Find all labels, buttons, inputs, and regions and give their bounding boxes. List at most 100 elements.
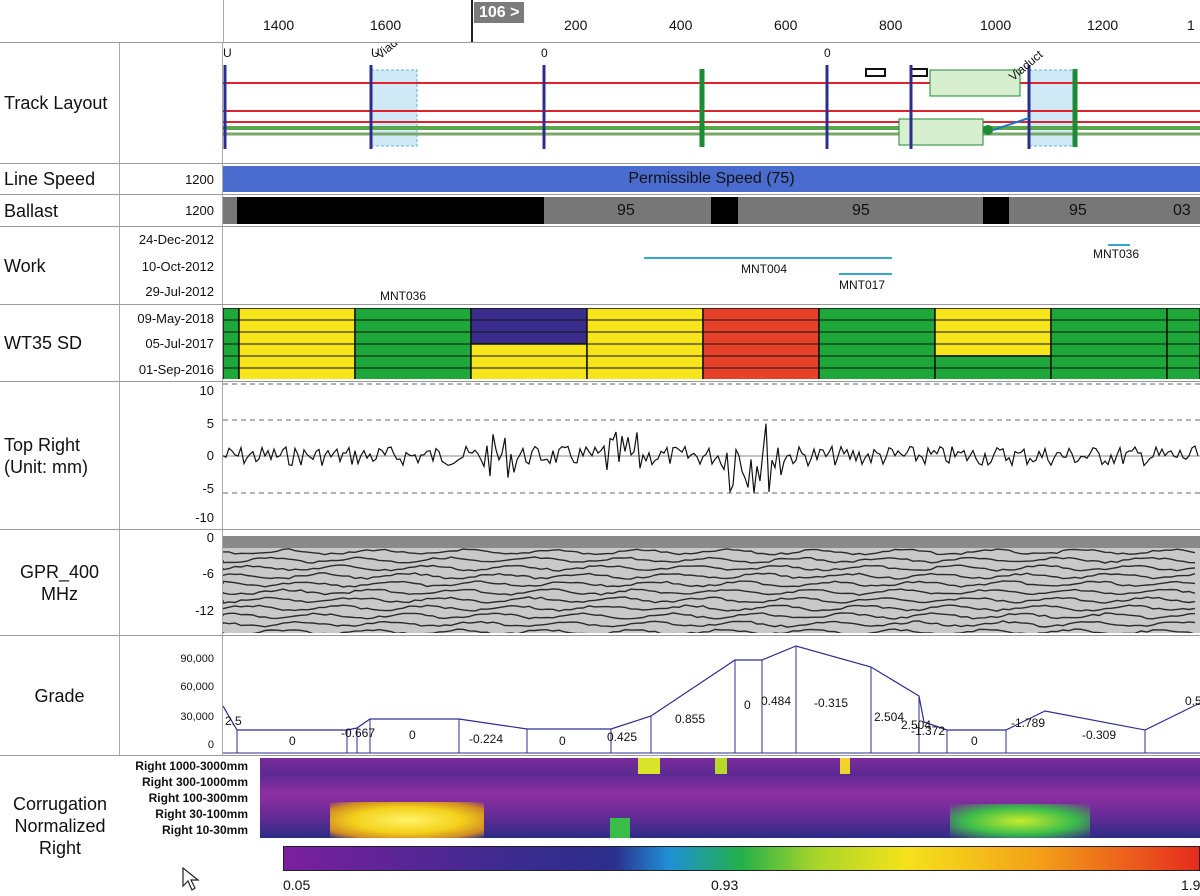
grade-value: -1.372 — [911, 724, 946, 738]
row-scale: 24-Dec-2012 10-Oct-2012 29-Jul-2012 — [120, 227, 223, 304]
work-row: Work 24-Dec-2012 10-Oct-2012 29-Jul-2012… — [0, 227, 1200, 305]
colorbar — [283, 846, 1200, 871]
date-label: 05-Jul-2017 — [145, 336, 214, 351]
wt35-plot[interactable] — [223, 308, 1200, 379]
structure-label: U — [371, 46, 380, 60]
work-bar[interactable] — [1108, 244, 1130, 246]
grade-value: 0.484 — [761, 694, 792, 708]
heat-spot — [610, 818, 630, 838]
ballast-plot[interactable]: 95 95 95 03 — [223, 197, 1200, 224]
ballast-value: 03 — [1173, 202, 1191, 219]
grade-value: 0.5 — [1185, 694, 1200, 708]
row-scale: 90,000 60,000 30,000 0 — [120, 636, 223, 755]
work-plot[interactable]: MNT004 MNT017 MNT036 MNT036 — [223, 227, 1200, 304]
track-layout-plot[interactable]: U U 0 0 Viaduct Viaduct — [223, 43, 1200, 163]
work-label[interactable]: MNT036 — [1093, 247, 1140, 261]
grade-value: 2.5 — [225, 714, 242, 728]
grade-value: 0 — [289, 734, 296, 748]
row-label: Work — [0, 227, 120, 304]
work-label[interactable]: MNT017 — [839, 278, 886, 292]
ruler-tick: 200 — [564, 17, 588, 33]
gpr-reflection — [223, 588, 1196, 596]
ballast-segment — [711, 197, 738, 224]
axis-tick: 10 — [199, 383, 214, 398]
axis-tick: 0 — [206, 530, 214, 545]
gpr-reflection — [223, 596, 1196, 604]
structure-label: 0 — [824, 46, 831, 60]
row-scale: 10 5 0 -5 -10 — [120, 382, 223, 529]
corrugation-row: Corrugation Normalized Right Right 1000-… — [0, 756, 1200, 896]
axis-tick: -6 — [202, 566, 214, 581]
axis-tick: 0 — [207, 739, 214, 751]
grade-value: -0.309 — [1082, 728, 1117, 742]
heat-spot — [638, 758, 660, 774]
row-label: Ballast — [0, 195, 120, 226]
ruler-tick: 400 — [669, 17, 693, 33]
row-scale: 0 -6 -12 — [120, 530, 223, 635]
row-scale — [120, 43, 223, 163]
heat-spot — [715, 758, 727, 774]
gpr-plot[interactable] — [223, 536, 1200, 633]
grade-value: 2.504 — [901, 718, 932, 732]
gpr-reflection — [223, 628, 1194, 633]
distance-ruler[interactable]: 1400 1600 200 400 600 800 1000 1200 1 10… — [0, 0, 1200, 43]
speed-bar[interactable]: Permissible Speed (75) — [223, 166, 1200, 192]
grade-plot[interactable]: 2.5 0 -0.667 0 -0.224 0 0.425 0.855 0 0.… — [223, 636, 1200, 755]
grade-value: 2.504 — [874, 710, 905, 724]
corrugation-heatmap[interactable] — [260, 758, 1200, 838]
gpr-reflection — [223, 612, 1196, 620]
grade-value: -0.315 — [814, 696, 849, 710]
grade-chart — [223, 645, 1200, 754]
axis-tick: 0 — [206, 448, 214, 463]
date-label: 29-Jul-2012 — [145, 284, 214, 299]
row-label: Track Layout — [0, 43, 120, 163]
axis-tick: 90,000 — [180, 653, 214, 665]
ruler-tick: 600 — [774, 17, 798, 33]
grade-value: -0.224 — [469, 732, 504, 746]
work-label[interactable]: MNT036 — [380, 289, 427, 303]
work-bar[interactable] — [839, 273, 892, 275]
ruler-tick: 1200 — [1087, 17, 1119, 33]
line-speed-row: Line Speed 1200 Permissible Speed (75) — [0, 164, 1200, 195]
axis-tick: -12 — [195, 603, 214, 618]
row-label: Top Right (Unit: mm) — [0, 382, 120, 529]
gpr-row: GPR_400 MHz 0 -6 -12 — [0, 530, 1200, 636]
gpr-radargram — [223, 536, 1200, 633]
structure-label: U — [223, 46, 232, 60]
track-layout-row: Track Layout U U — [0, 43, 1200, 164]
work-label[interactable]: MNT004 — [741, 262, 788, 276]
switch-area — [929, 69, 1021, 97]
ruler-plot: 1400 1600 200 400 600 800 1000 1200 1 10… — [223, 0, 1200, 42]
ruler-tick: 1600 — [370, 17, 402, 33]
heat-spot — [950, 804, 1090, 838]
date-label: 10-Oct-2012 — [141, 259, 214, 274]
axis-tick: -10 — [195, 510, 214, 525]
heat-spot — [330, 802, 484, 838]
top-right-plot[interactable] — [223, 382, 1200, 529]
grade-value: -0.667 — [341, 726, 376, 740]
row-scale: 1200 — [120, 195, 223, 226]
work-bar[interactable] — [644, 257, 892, 259]
ballast-value: 95 — [1069, 202, 1087, 219]
grade-value: -1.789 — [1011, 716, 1046, 730]
grade-value: 0.425 — [607, 730, 638, 744]
grade-value: 0 — [409, 728, 416, 742]
chainage-marker[interactable] — [471, 0, 473, 42]
scale-value: 1200 — [185, 203, 214, 218]
chainage-marker-label[interactable]: 106 > — [474, 2, 525, 23]
row-label: Corrugation Normalized Right — [12, 794, 108, 858]
date-label: 09-May-2018 — [137, 311, 214, 326]
grade-value: 0 — [559, 734, 566, 748]
structure-label: 0 — [541, 46, 548, 60]
row-label: Line Speed — [0, 164, 120, 194]
band-label: Right 30-100mm — [155, 807, 248, 821]
signal-line — [223, 423, 1199, 494]
gpr-reflection — [223, 620, 1196, 628]
date-label: 01-Sep-2016 — [138, 362, 214, 377]
line-speed-plot[interactable]: Permissible Speed (75) — [223, 166, 1200, 192]
row-label: Grade — [0, 636, 120, 755]
colorbar-tick: 0.05 — [283, 877, 311, 893]
date-label: 24-Dec-2012 — [138, 232, 214, 247]
switch-area — [898, 118, 984, 146]
axis-tick: 30,000 — [180, 711, 214, 723]
